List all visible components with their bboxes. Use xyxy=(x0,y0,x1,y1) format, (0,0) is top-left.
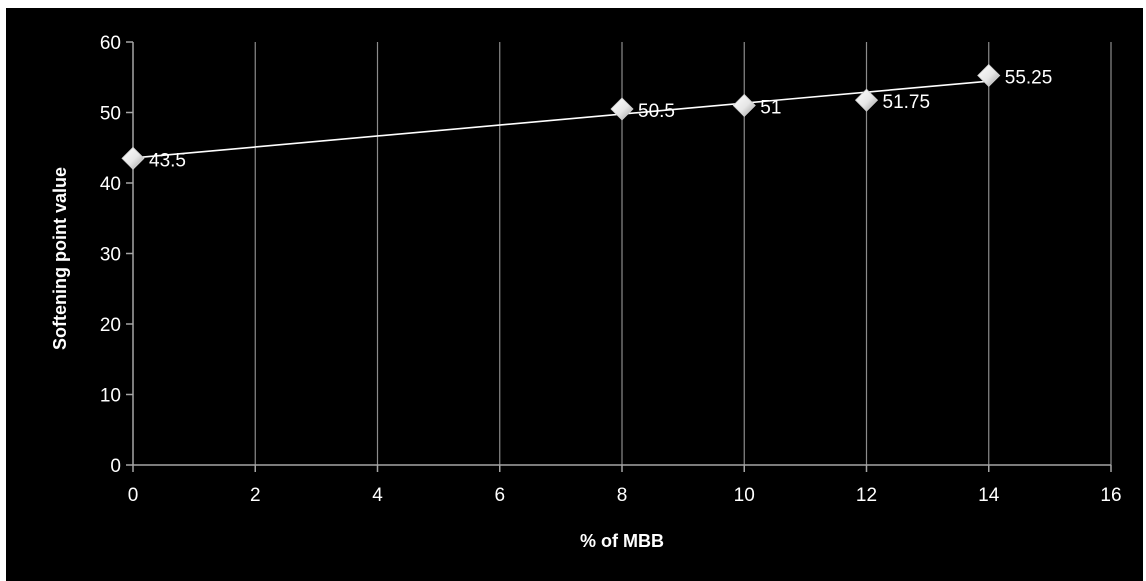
y-tick-label-30: 30 xyxy=(100,245,121,266)
x-tick-label-6: 6 xyxy=(494,485,505,506)
x-tick-label-16: 16 xyxy=(1100,485,1121,506)
x-tick-label-0: 0 xyxy=(128,485,139,506)
chart-background xyxy=(6,8,1143,581)
data-label-0: 43.5 xyxy=(149,150,186,171)
x-tick-label-2: 2 xyxy=(250,485,261,506)
y-axis-title: Softening point value xyxy=(50,167,70,350)
data-labels: 43.5 50.5 51 51.75 55.25 xyxy=(149,67,1052,171)
x-tick-label-12: 12 xyxy=(856,485,877,506)
y-tick-label-60: 60 xyxy=(100,33,121,54)
y-tick-label-20: 20 xyxy=(100,315,121,336)
data-label-4: 55.25 xyxy=(1005,67,1053,88)
data-point-3 xyxy=(854,88,879,112)
x-axis-title: % of MBB xyxy=(580,531,664,551)
x-tick-label-10: 10 xyxy=(734,485,755,506)
data-label-3: 51.75 xyxy=(883,92,931,113)
y-tick-label-10: 10 xyxy=(100,386,121,407)
x-tick-label-14: 14 xyxy=(978,485,1000,506)
x-tick-label-4: 4 xyxy=(372,485,383,506)
data-point-2 xyxy=(732,93,756,118)
data-point-4 xyxy=(977,63,1001,88)
data-label-2: 51 xyxy=(760,97,781,118)
y-tick-label-50: 50 xyxy=(100,104,121,125)
x-tick-label-8: 8 xyxy=(617,485,628,506)
gridlines xyxy=(254,42,1112,465)
data-label-1: 50.5 xyxy=(638,101,675,122)
data-point-0 xyxy=(121,146,145,170)
tick-labels: 0 10 20 30 40 50 60 0 2 4 6 8 10 12 14 16 xyxy=(100,33,1122,506)
y-tick-label-40: 40 xyxy=(100,174,121,195)
series-line xyxy=(132,80,989,159)
y-tick-label-0: 0 xyxy=(110,456,121,477)
trendline xyxy=(132,80,989,159)
axes xyxy=(126,41,1112,472)
data-markers xyxy=(121,63,1001,170)
data-point-1 xyxy=(610,97,634,121)
